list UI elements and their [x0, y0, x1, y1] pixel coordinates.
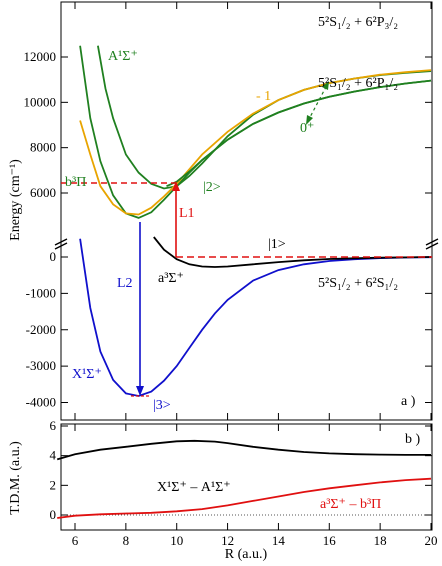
zero-plus-arrow-head-up — [322, 81, 329, 90]
panel-b-annotations: X¹Σ⁺ – A¹Σ⁺ a³Σ⁺ – b³Π b ) — [157, 432, 421, 512]
b-ytick-label-2: 2 — [50, 477, 57, 492]
b-xtick-label-8: 8 — [123, 533, 130, 548]
a-ytick-label-6000: 6000 — [30, 185, 56, 200]
asymptote-mid-label: 5²S₁/₂ + 6²P₁/₂ — [318, 76, 398, 91]
a-ytick-label-8000: 8000 — [30, 140, 56, 155]
b-ytick-label-4: 4 — [50, 448, 57, 463]
panel-b-frame — [60, 423, 433, 531]
A-state-label: A¹Σ⁺ — [108, 49, 138, 64]
asymptote-lower-label: 5²S₁/₂ + 6²S₁/₂ — [318, 276, 398, 291]
axis-break-marks — [54, 238, 439, 250]
curve-2-a — [79, 45, 432, 219]
minus1-label: - 1 — [256, 89, 271, 104]
X-state-label: X¹Σ⁺ — [72, 367, 102, 382]
tdm-curve-1-a-b — [57, 477, 432, 519]
curve-5-0 — [166, 79, 432, 188]
a-ytick-label-10000: 10000 — [24, 94, 57, 109]
curve-4-1 — [79, 69, 432, 216]
panel-a-ticks: 6000 8000 10000 12000 0 -1000 -2000 -3000 -4000 — [24, 2, 432, 420]
b-xtick-label-12: 12 — [221, 533, 234, 548]
a-ytick-label--3000: -3000 — [26, 358, 56, 373]
L1-arrow-head — [172, 181, 180, 191]
curve-3-b — [97, 45, 432, 190]
a-ytick-label--2000: -2000 — [26, 322, 56, 337]
panel-a: 6000800010000120000-1000-2000-3000-4000 … — [8, 1, 439, 421]
b-ytick-label-0: 0 — [50, 507, 57, 522]
tdm-curve-0-x-a — [56, 439, 431, 461]
panel-a-annotations: A¹Σ⁺ b³Π X¹Σ⁺ a³Σ⁺ - 1 0⁺ |1> |2> |3> L1… — [65, 15, 416, 413]
panel-a-label: a ) — [401, 394, 416, 409]
b-xtick-label-20: 20 — [425, 533, 438, 548]
b-state-label: b³Π — [65, 175, 86, 190]
panel-b-label: b ) — [405, 432, 421, 447]
a-state-label: a³Σ⁺ — [158, 271, 184, 286]
panel-a-ylabel: Energy (cm⁻¹) — [8, 159, 23, 241]
transition-arrows — [61, 81, 432, 397]
a-ytick-label-12000: 12000 — [24, 49, 57, 64]
ket2-label: |2> — [203, 180, 221, 195]
panel-b: 0 2 4 6 6 8 10 12 14 16 18 20 X¹Σ⁺ – A¹Σ⁺ a³Σ⁺ – b³… — [8, 418, 438, 562]
ab-tdm-label: a³Σ⁺ – b³Π — [320, 497, 381, 512]
b-xtick-label-18: 18 — [374, 533, 387, 548]
b-ytick-label-6: 6 — [50, 418, 57, 433]
curve-1-a — [153, 236, 432, 268]
ket1-label: |1> — [268, 237, 286, 252]
b-xtick-label-16: 16 — [323, 533, 337, 548]
panel-a-series — [79, 45, 432, 397]
L2-arrow-head — [136, 386, 144, 396]
ket3-label: |3> — [153, 398, 171, 413]
curve-0-x — [79, 238, 432, 397]
L1-label: L1 — [179, 206, 195, 221]
b-xtick-label-6: 6 — [72, 533, 79, 548]
b-xtick-label-14: 14 — [272, 533, 286, 548]
asymptote-upper-label: 5²S₁/₂ + 6²P₃/₂ — [318, 15, 398, 30]
zero-plus-label: 0⁺ — [300, 121, 314, 136]
a-ytick-label--1000: -1000 — [26, 285, 56, 300]
L2-label: L2 — [117, 276, 133, 291]
panel-b-series — [56, 439, 432, 519]
panel-a-frame — [60, 1, 433, 421]
a-ytick-label--4000: -4000 — [26, 395, 56, 410]
XA-tdm-label: X¹Σ⁺ – A¹Σ⁺ — [157, 480, 231, 495]
x-axis-label: R (a.u.) — [225, 547, 268, 562]
panel-b-ylabel: T.D.M. (a.u.) — [8, 441, 23, 515]
zero-plus-arrow — [307, 84, 328, 122]
b-xtick-label-10: 10 — [170, 533, 183, 548]
panel-b-ticks: 0 2 4 6 6 8 10 12 14 16 18 20 — [50, 418, 438, 548]
zero-plus-arrow-head-down — [306, 115, 313, 125]
a-ytick-label-0: 0 — [50, 249, 57, 264]
